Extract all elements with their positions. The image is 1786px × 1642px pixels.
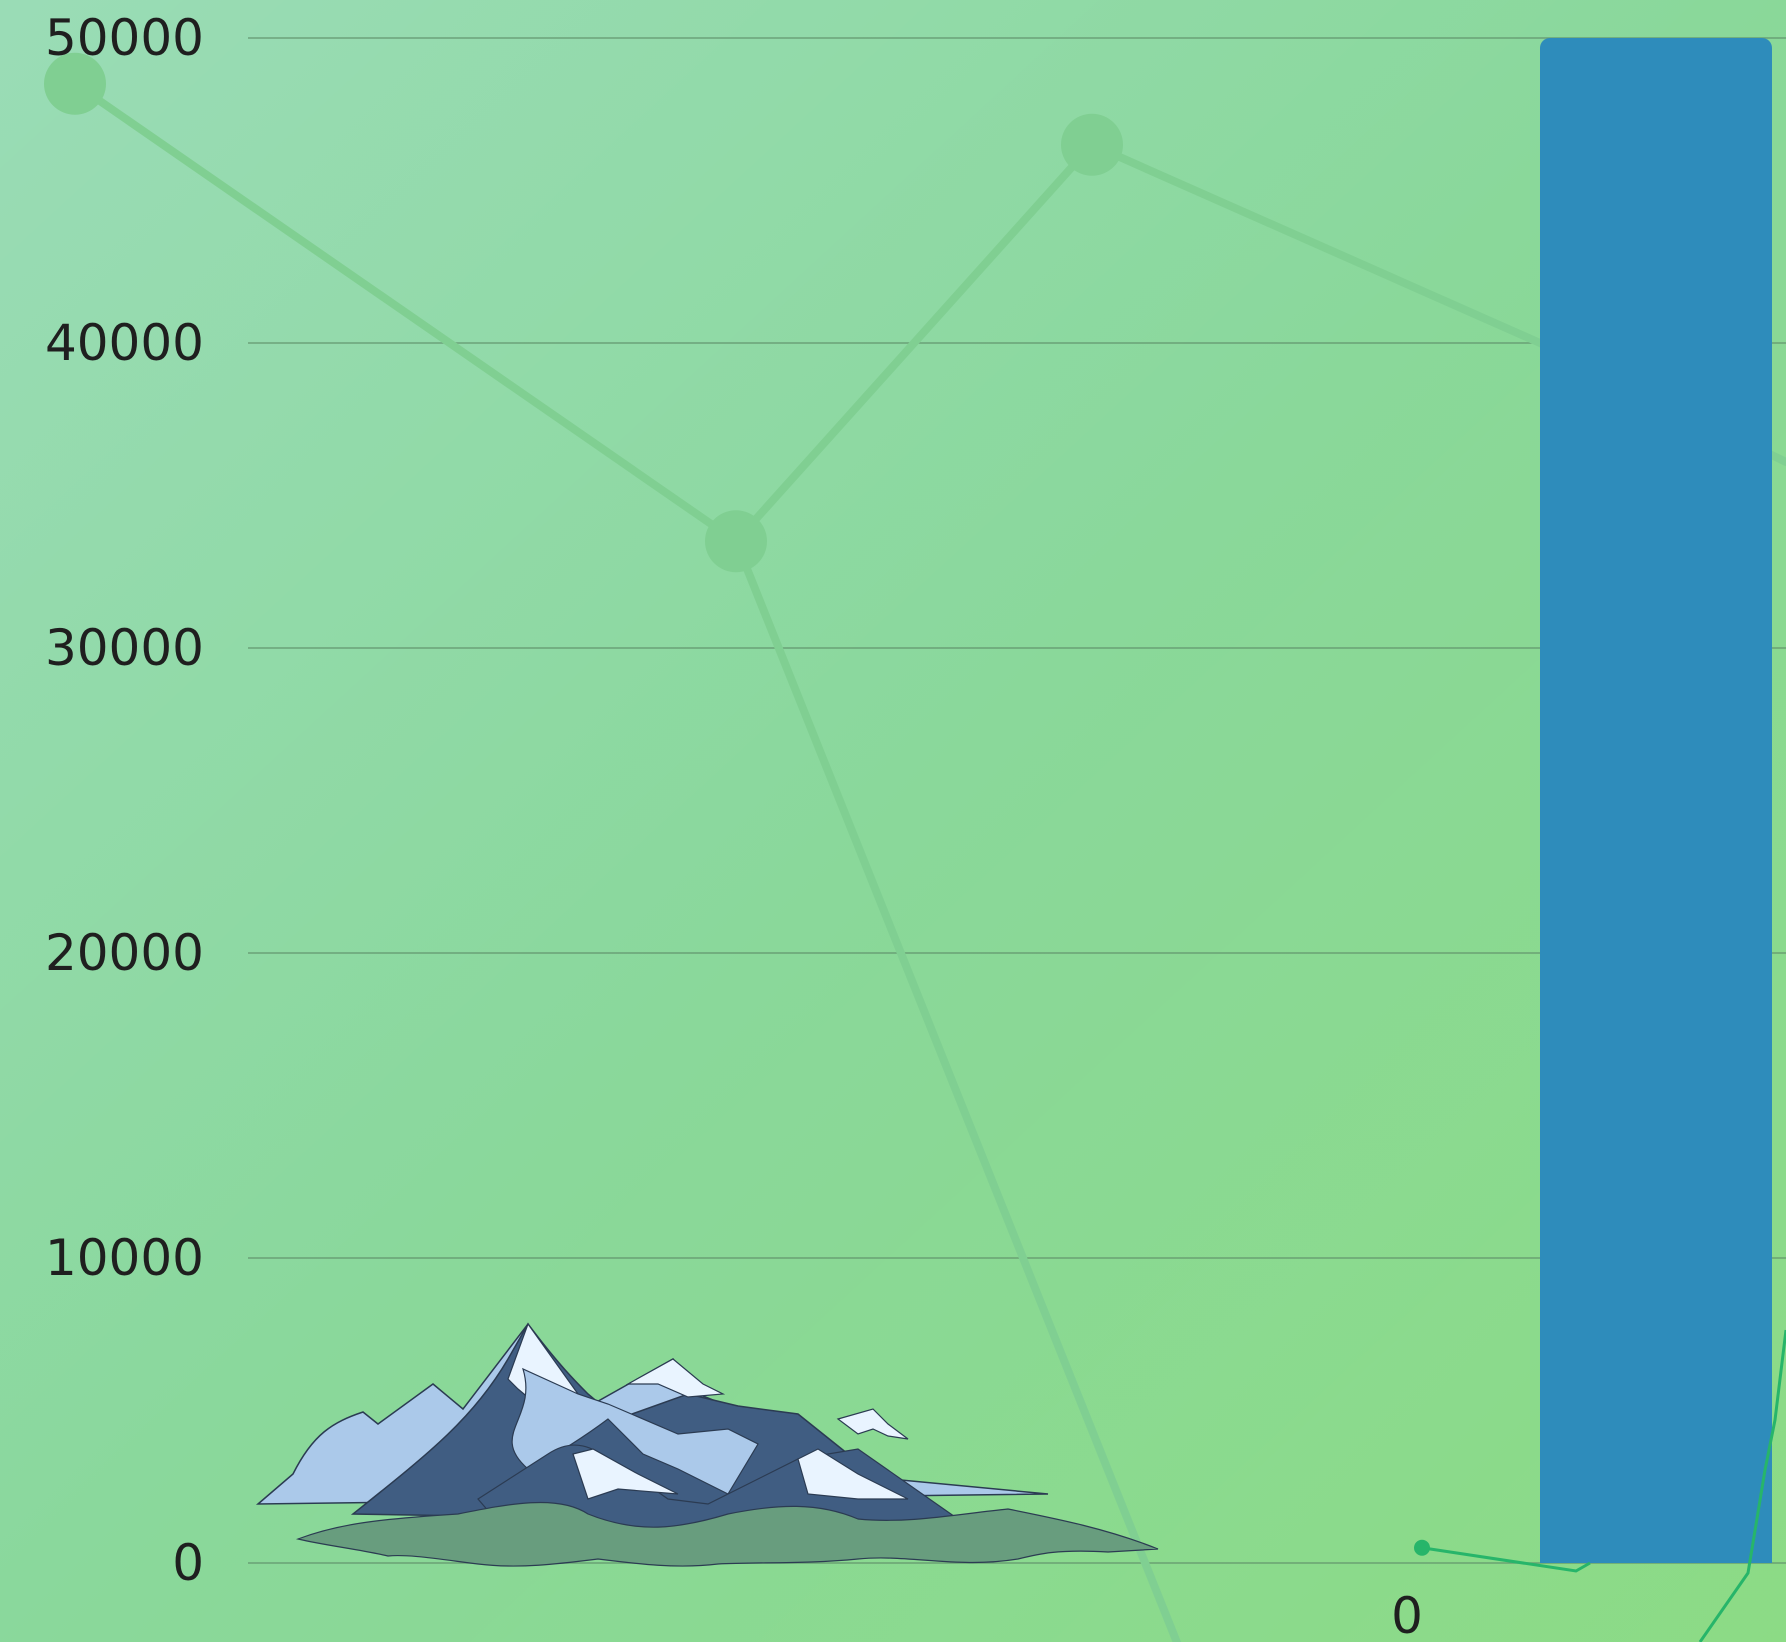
y-tick-label: 30000 [45, 619, 204, 677]
background-line-point [705, 510, 767, 573]
small-line [1421, 1546, 1591, 1573]
small-line-tail [1698, 1329, 1786, 1642]
bar-layer [1540, 38, 1772, 1563]
y-tick-label: 0 [172, 1534, 204, 1592]
x-tick-label: 0 [1391, 1587, 1423, 1642]
small-line-point [1414, 1539, 1430, 1556]
mountain-icon [255, 1322, 1159, 1567]
tick-label-layer: 0 10000 20000 30000 40000 50000 0 [45, 9, 1423, 1642]
small-line-layer [1414, 1329, 1786, 1642]
bar-base [1540, 1543, 1772, 1563]
y-tick-label: 10000 [45, 1229, 204, 1287]
y-tick-label: 20000 [45, 924, 204, 982]
y-tick-label: 40000 [45, 314, 204, 372]
background-line-point [44, 52, 106, 115]
bar [1540, 38, 1772, 1563]
background-line-point [1061, 113, 1123, 176]
y-tick-label: 50000 [45, 9, 204, 67]
